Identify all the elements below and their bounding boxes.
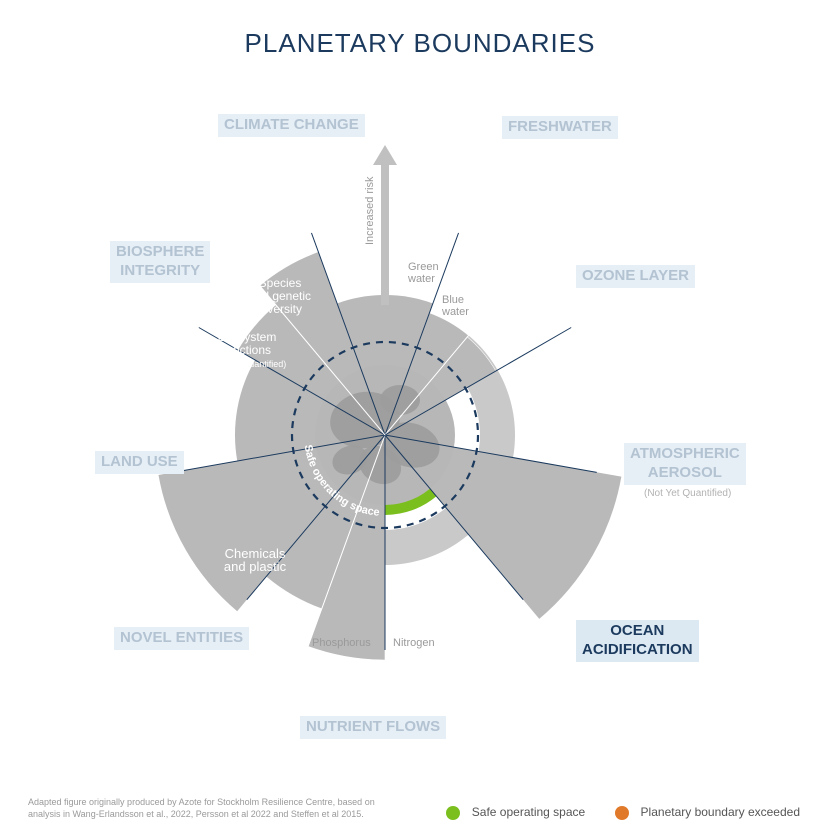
svg-text:(Not Yet Quantified): (Not Yet Quantified) [208,359,287,369]
legend-exceeded-label: Planetary boundary exceeded [641,805,800,819]
svg-text:diversity: diversity [258,302,302,316]
nyq-aerosol: (Not Yet Quantified) [644,488,731,499]
svg-text:Green: Green [408,261,439,273]
svg-text:Nitrogen: Nitrogen [393,637,435,649]
svg-text:Ecosystem: Ecosystem [218,330,277,344]
svg-text:Phosphorus: Phosphorus [312,637,371,649]
svg-text:Increased risk: Increased risk [364,176,376,245]
sector-label-ocean: OCEANACIDIFICATION [576,620,699,662]
credit-text: Adapted figure originally produced by Az… [28,796,408,820]
planetary-boundaries-diagram: Increased riskSafe operating spaceGreenw… [0,0,840,840]
sector-label-land: LAND USE [95,451,184,474]
svg-text:Species: Species [259,276,302,290]
svg-text:functions: functions [223,343,271,357]
sector-label-ozone: OZONE LAYER [576,265,695,288]
legend-safe-label: Safe operating space [472,805,585,819]
sector-label-freshwater: FRESHWATER [502,116,618,139]
svg-text:water: water [441,306,469,318]
svg-text:and plastic: and plastic [224,559,287,574]
legend-safe-dot [446,806,460,820]
sector-label-biosphere: BIOSPHEREINTEGRITY [110,241,210,283]
legend-exceeded-dot [615,806,629,820]
svg-text:water: water [407,273,435,285]
legend-exceeded: Planetary boundary exceeded [615,805,800,820]
sector-label-nutrient: NUTRIENT FLOWS [300,716,446,739]
svg-text:Blue: Blue [442,294,464,306]
sector-label-climate: CLIMATE CHANGE [218,114,365,137]
legend-safe: Safe operating space [446,805,585,820]
svg-text:and genetic: and genetic [249,289,311,303]
sector-label-novel: NOVEL ENTITIES [114,627,249,650]
legend: Safe operating space Planetary boundary … [446,805,800,820]
sector-label-aerosol: ATMOSPHERICAEROSOL [624,443,746,485]
